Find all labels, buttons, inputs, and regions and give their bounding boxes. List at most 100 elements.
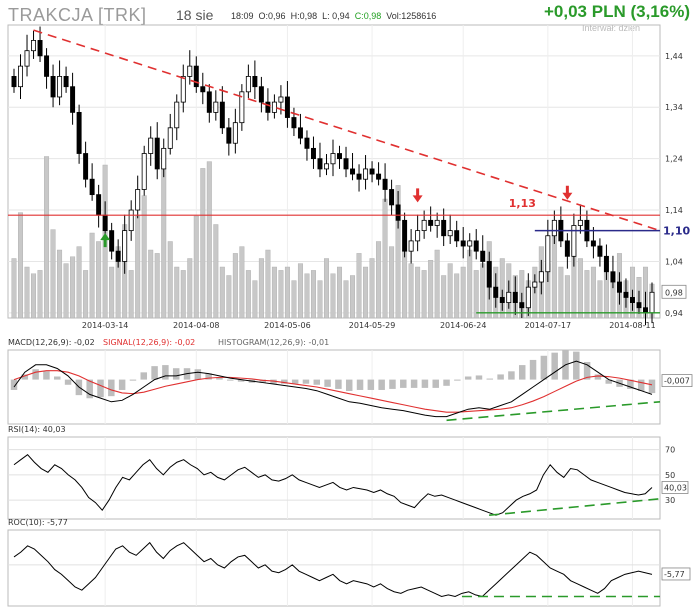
volume-bar xyxy=(473,270,479,319)
volume-bar xyxy=(213,224,219,319)
macd-value-box xyxy=(661,374,693,388)
price-y-tick-label: 1,24 xyxy=(665,155,683,164)
candle-body xyxy=(447,230,453,237)
volume-bar xyxy=(454,273,460,319)
ohlc-readout: 18:09 O:0,96 H:0,98 L: 0,94 C:0,98 Vol:1… xyxy=(231,11,436,21)
candle-body xyxy=(571,225,577,257)
volume-bar xyxy=(109,266,115,319)
macd-histogram-bar xyxy=(627,379,634,389)
candle-body xyxy=(629,297,635,303)
candle-body xyxy=(454,230,460,242)
volume-bar xyxy=(206,161,212,319)
macd-histogram-bar xyxy=(302,379,310,384)
macd-histogram-bar xyxy=(497,374,504,380)
candle-body xyxy=(343,158,349,170)
candle-body xyxy=(154,137,160,170)
rsi-divergence-line xyxy=(489,498,661,517)
macd-histogram-bar xyxy=(205,373,212,380)
candle-body xyxy=(506,291,512,303)
candle-body xyxy=(499,297,505,303)
panel-frame-1 xyxy=(7,349,661,425)
macd-histogram-bar xyxy=(237,379,245,382)
candle-body xyxy=(83,153,89,180)
candle-body xyxy=(616,281,622,293)
candle-body xyxy=(258,86,264,103)
volume-bar xyxy=(174,266,180,319)
candle-body xyxy=(564,240,570,257)
roc-title: ROC(10): -5,77 xyxy=(8,518,68,527)
volume-bar xyxy=(369,258,375,319)
level-label-blue: 1,10 xyxy=(663,225,690,238)
macd-histogram-bar xyxy=(64,379,72,385)
candle-body xyxy=(304,137,310,149)
candle-body xyxy=(239,91,245,124)
volume-bar xyxy=(135,215,141,319)
candle-body xyxy=(193,65,199,88)
volume-bar xyxy=(50,229,56,319)
candle-body xyxy=(44,55,50,77)
candle-body xyxy=(623,291,629,298)
volume-bar xyxy=(408,263,414,319)
candle-body xyxy=(597,245,603,257)
macd-histogram-bar xyxy=(108,379,115,397)
candle-body xyxy=(519,302,525,309)
volume-bar xyxy=(421,270,427,319)
candle-body xyxy=(376,173,382,180)
candle-body xyxy=(603,255,609,273)
macd-histogram-bar xyxy=(400,379,407,388)
macd-histogram-bar xyxy=(551,352,558,380)
volume-bar xyxy=(24,266,30,319)
volume-bar xyxy=(402,249,408,319)
macd-histogram-bar xyxy=(162,365,169,380)
candle-body xyxy=(421,219,427,232)
price-x-tick-label: 2014-05-06 xyxy=(264,321,311,330)
candle-body xyxy=(24,50,30,67)
volume-bar xyxy=(148,249,154,319)
candle-body xyxy=(63,76,69,88)
volume-bar xyxy=(180,270,186,319)
volume-bar xyxy=(76,246,82,319)
candle-body xyxy=(122,230,128,262)
macd-histogram-bar xyxy=(313,379,321,385)
candle-body xyxy=(187,65,193,77)
candle-body xyxy=(180,76,186,103)
candle-body xyxy=(590,240,596,247)
macd-histogram-bar xyxy=(86,379,93,399)
volume-bar xyxy=(343,280,349,319)
volume-bar xyxy=(63,263,69,319)
volume-bar xyxy=(467,249,473,319)
candle-body xyxy=(512,291,518,303)
macd-histogram-bar xyxy=(345,379,353,391)
macd-signal-line xyxy=(13,370,653,413)
candle-body xyxy=(284,96,290,118)
macd-histogram-bar xyxy=(529,359,537,380)
macd-line xyxy=(13,360,653,418)
macd-histogram-bar xyxy=(140,372,148,380)
candle-body xyxy=(317,158,323,170)
panel-frame-2 xyxy=(7,436,661,520)
volume-bar xyxy=(232,253,238,319)
macd-histogram-bar xyxy=(486,378,494,380)
candle-body xyxy=(232,122,238,144)
macd-histogram-bar xyxy=(573,351,580,380)
buy-arrow-icon xyxy=(100,233,111,248)
volume-bar xyxy=(37,270,43,319)
candle-body xyxy=(545,235,551,273)
volume-bar xyxy=(83,270,89,319)
sell-arrow-icon xyxy=(562,185,573,200)
candle-body xyxy=(109,230,115,252)
macd-histogram-bar xyxy=(194,369,202,380)
volume-bar xyxy=(31,273,37,319)
volume-bar xyxy=(18,212,23,319)
macd-histogram-bar xyxy=(97,379,104,398)
price-change: +0,03 PLN (3,16%) xyxy=(544,2,690,21)
volume-bar xyxy=(447,263,453,319)
time-value: 18:09 xyxy=(231,11,254,21)
macd-histogram-bar xyxy=(508,371,515,380)
candle-body xyxy=(350,168,356,175)
candle-body xyxy=(324,163,329,170)
macd-histogram-bar xyxy=(270,379,277,384)
volume-bar xyxy=(245,270,251,319)
volume-bar xyxy=(278,270,284,319)
candle-body xyxy=(460,240,466,247)
